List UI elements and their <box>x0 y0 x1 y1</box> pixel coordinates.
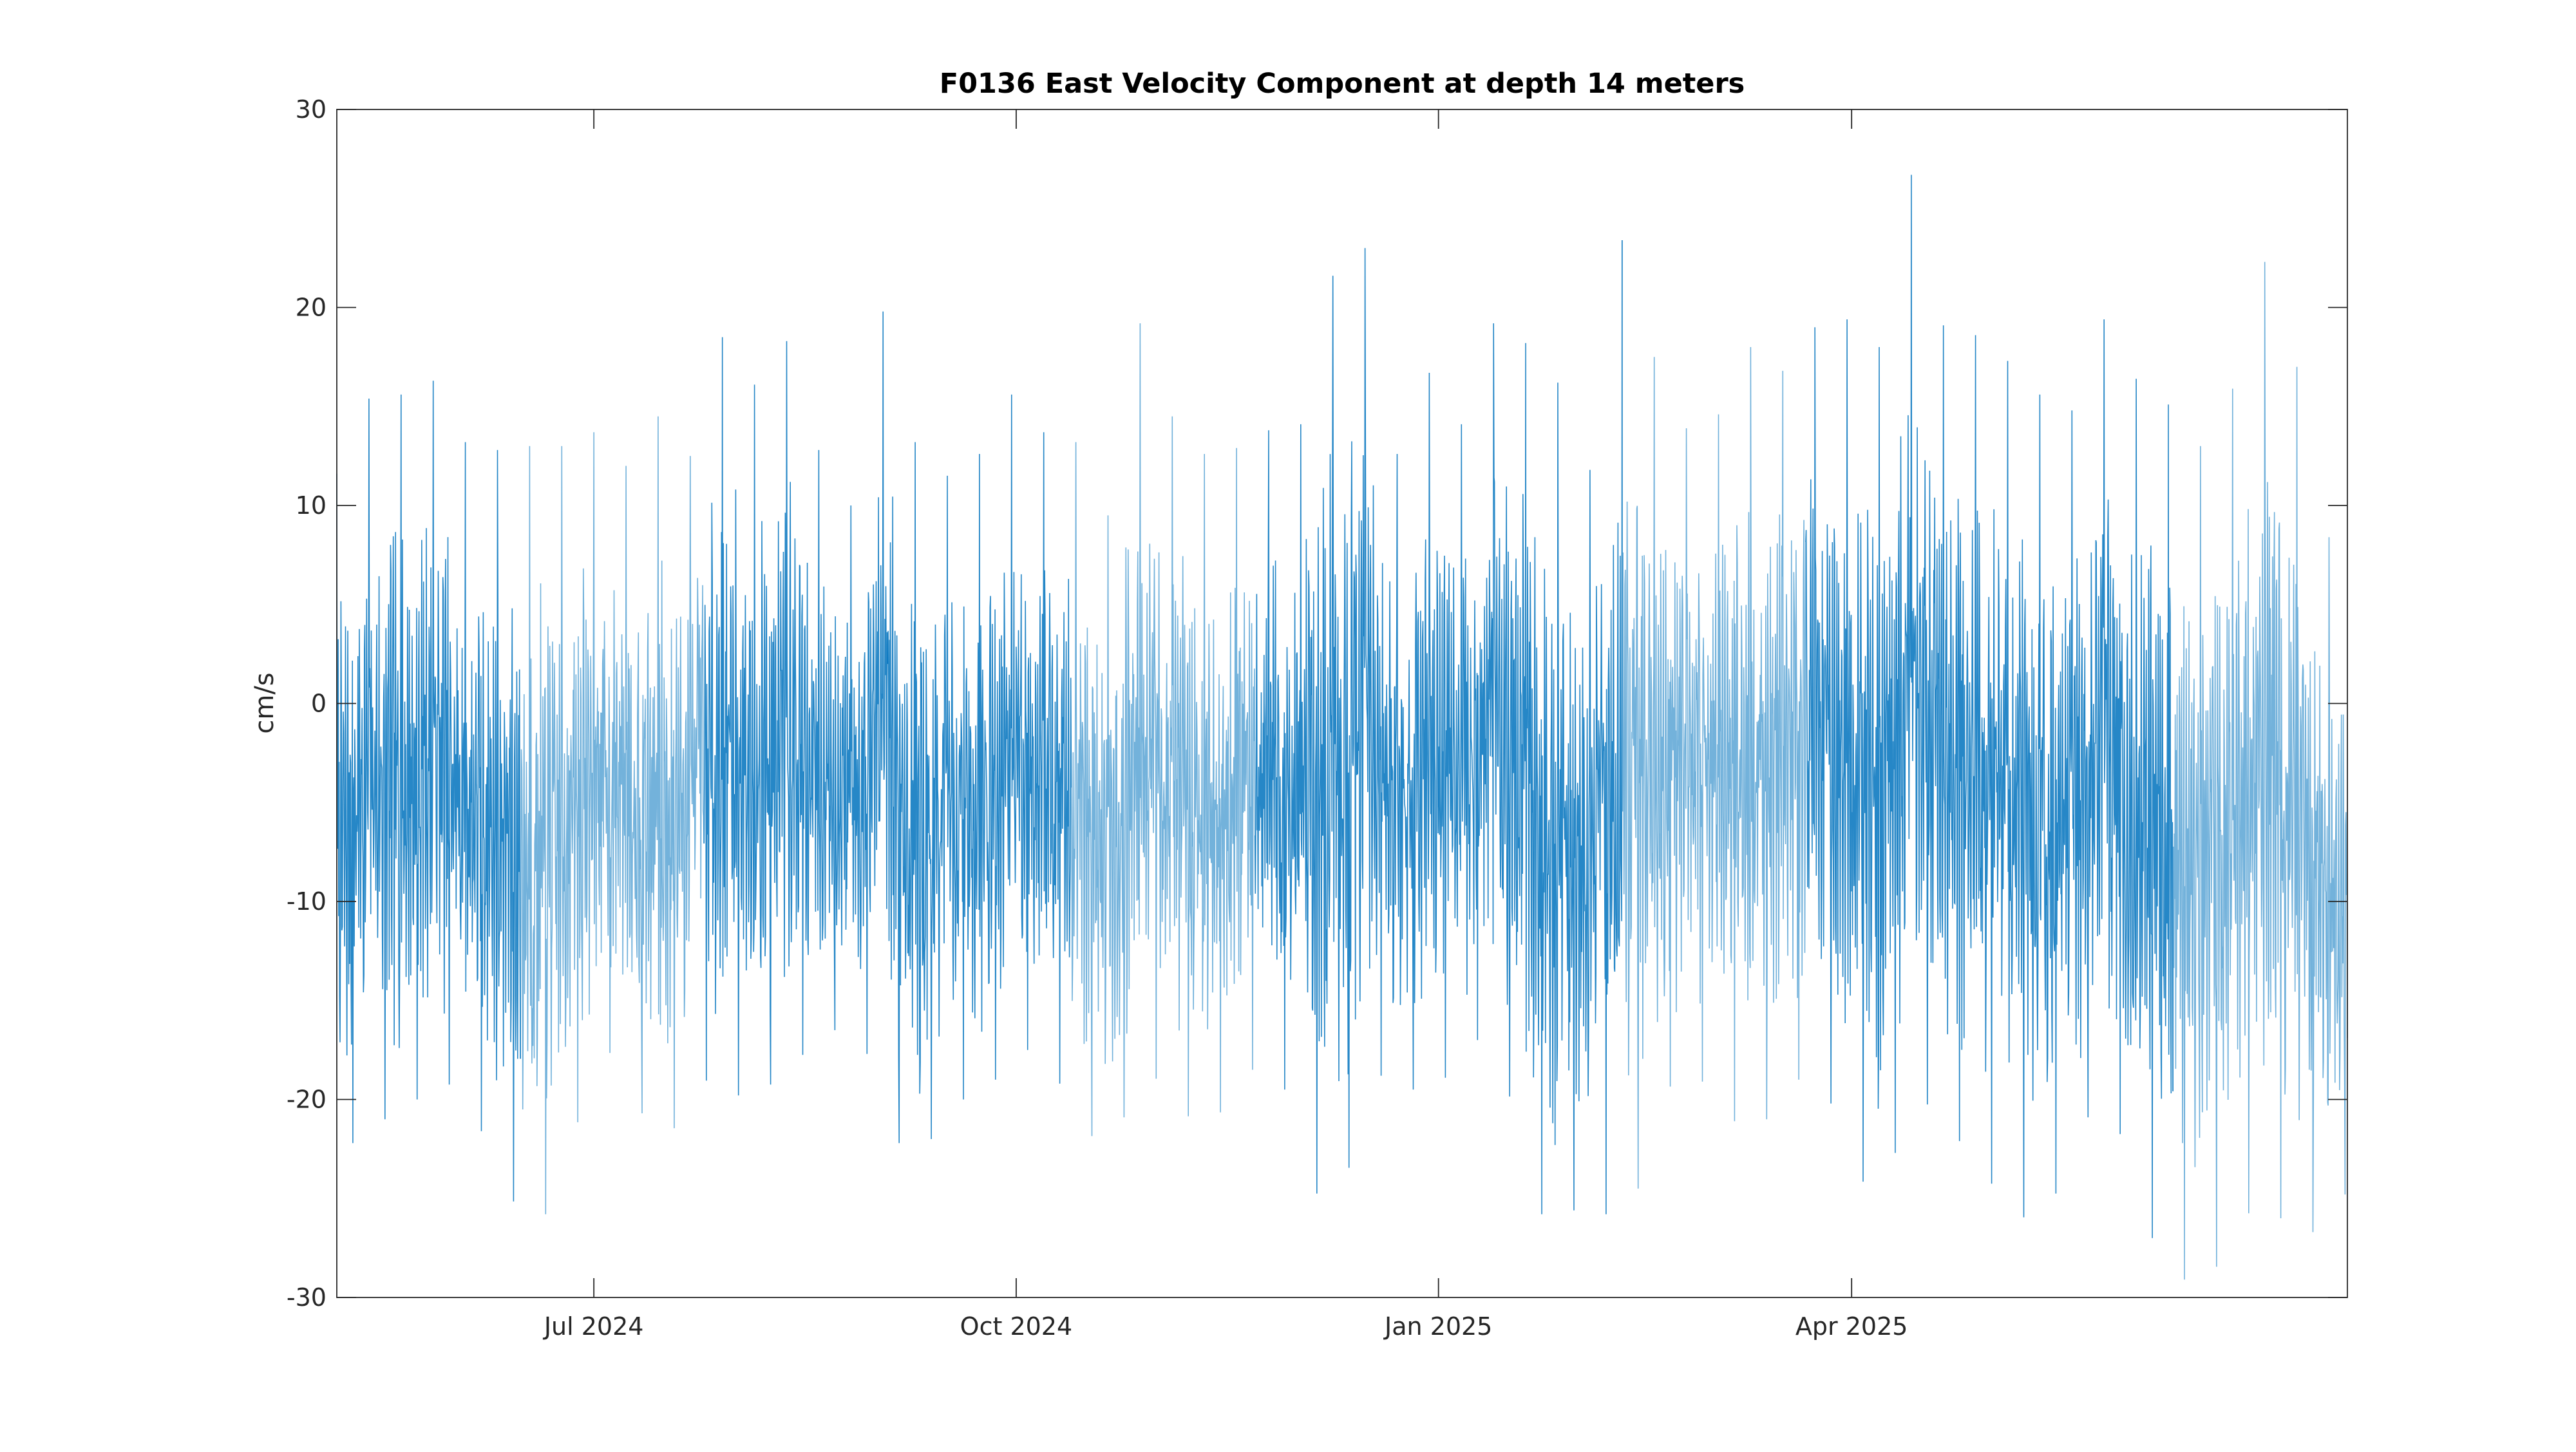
x-tick-label: Jan 2025 <box>1383 1312 1492 1341</box>
series-line-segment <box>1622 240 1806 1189</box>
series-line-segment <box>1070 323 1256 1136</box>
y-tick-label: -30 <box>287 1283 327 1312</box>
series-line-segment <box>1254 248 1439 1194</box>
series-line-segment <box>520 416 705 1214</box>
y-axis-label: cm/s <box>250 672 279 733</box>
series-line-segment <box>1805 174 1990 1182</box>
plot-series-layer <box>336 174 2348 1280</box>
y-tick-label: -10 <box>287 887 327 916</box>
series-line-segment <box>1989 319 2174 1238</box>
series-line-segment <box>336 381 521 1202</box>
chart-title: F0136 East Velocity Component at depth 1… <box>940 68 1745 100</box>
x-tick-label: Apr 2025 <box>1795 1312 1908 1341</box>
y-tick-label: 10 <box>296 491 327 520</box>
y-tick-label: 20 <box>296 294 327 322</box>
x-tick-label: Oct 2024 <box>960 1312 1073 1341</box>
y-tick-label: 0 <box>311 690 327 718</box>
series-line-segment <box>887 394 1072 1144</box>
y-tick-label: -20 <box>287 1086 327 1114</box>
x-tick-label: Jul 2024 <box>543 1312 644 1341</box>
series-line-segment <box>1437 240 1623 1214</box>
series-line-segment <box>703 311 889 1096</box>
series-line-segment <box>2172 261 2348 1280</box>
y-tick-label: 30 <box>296 95 327 124</box>
axes-layer: -30 -20 -10 0 10 20 30 Jul 2024 Oct 2024 Jan 2025… <box>287 95 2347 1341</box>
